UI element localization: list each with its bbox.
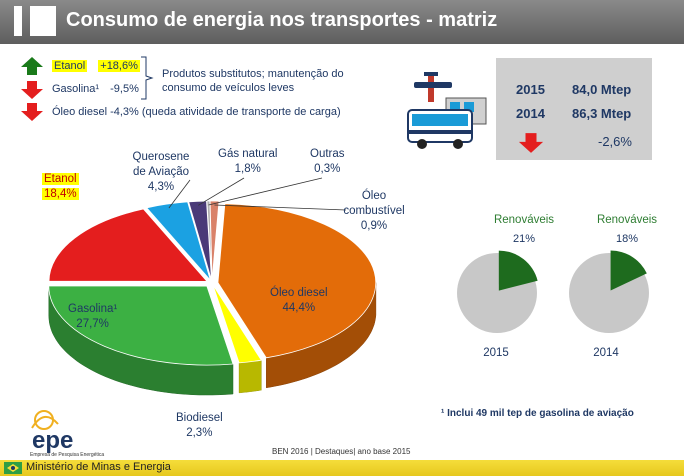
footer-bar (0, 460, 684, 476)
renewables-value-2014: 18% (615, 233, 639, 245)
pie-slice-biodiesel (212, 284, 262, 364)
arrow-down-icon (21, 81, 43, 99)
renewables-pie-2015 (457, 250, 538, 333)
label-etanol-value: 18,4% (42, 188, 79, 200)
page-title: Consumo de energia nos transportes - mat… (66, 9, 498, 31)
renewables-year-2015: 2015 (483, 347, 509, 359)
bottom-caption: BEN 2016 | Destaques| ano base 2015 (272, 447, 411, 456)
stat-value-2014: 86,3 Mtep (572, 106, 632, 121)
renewables-pie-2014 (569, 250, 649, 333)
label-querosene-name: Querosene de Aviação (132, 151, 190, 178)
header-decoration (30, 6, 56, 36)
pie-slice-etanol (48, 208, 208, 282)
arrow-down-icon (21, 103, 43, 121)
transport-vehicles-icon (407, 72, 487, 149)
substitutes-note: Produtos substitutos; manutenção do cons… (162, 68, 344, 94)
arrow-up-icon (21, 57, 43, 75)
label-diesel-name: Óleo diesel (270, 287, 328, 299)
legend-etanol-label: Etanol (52, 60, 88, 72)
label-gasolina-name: Gasolina¹ (68, 303, 118, 315)
footnote: ¹ Inclui 49 mil tep de gasolina de aviaç… (441, 408, 634, 419)
label-outras-value: 0,3% (314, 163, 341, 175)
label-biodiesel-name: Biodiesel (176, 412, 223, 424)
leader-line-oleo-combustivel (214, 204, 347, 211)
renewables-title-2015: Renováveis (493, 214, 555, 226)
label-gas-natural-name: Gás natural (218, 148, 278, 160)
flag-diamond-icon (7, 464, 19, 472)
stat-variation: -2,6% (598, 134, 632, 149)
brace-icon (141, 56, 154, 100)
renewables-value-2015: 21% (512, 233, 536, 245)
label-gasolina-value: 27,7% (76, 318, 109, 330)
label-outras-name: Outras (310, 148, 345, 160)
label-biodiesel-value: 2,3% (186, 427, 213, 439)
label-querosene-value: 4,3% (147, 181, 175, 193)
leader-line-gas-natural (198, 177, 245, 206)
epe-logo-text: epe (32, 427, 73, 454)
legend-gasolina-label: Gasolina¹ (52, 83, 100, 95)
epe-logo: epe (31, 410, 73, 454)
pie-slice-querosene (145, 201, 211, 281)
pie-side-biodiesel (238, 359, 262, 394)
stat-year-2015: 2015 (516, 82, 545, 97)
leader-line-outras (208, 177, 323, 206)
renewables-year-2014: 2014 (593, 347, 619, 359)
pie-slice-gasolina (48, 285, 234, 366)
label-oleo-combustivel-name: Óleo combustível (343, 190, 405, 217)
epe-subtitle: Empresa de Pesquisa Energética (30, 452, 105, 458)
ministry-label: Ministério de Minas e Energia (26, 461, 171, 473)
pie-slice-renewable (498, 250, 538, 291)
label-gas-natural-value: 1,8% (234, 163, 261, 175)
stat-value-2015: 84,0 Mtep (572, 82, 632, 97)
leader-line-querosene (168, 179, 191, 209)
label-diesel-value: 44,4% (282, 302, 316, 314)
arrow-down-icon (518, 133, 544, 153)
label-etanol-name: Etanol (42, 173, 79, 185)
pie-slice-renewable (610, 250, 647, 291)
pie-slice-diesel (217, 203, 377, 359)
pie-slice-oleo-combustivel (209, 200, 220, 281)
label-oleo-combustivel-value: 0,9% (360, 220, 388, 232)
diesel-note: Óleo diesel -4,3% (queda atividade de tr… (52, 106, 341, 118)
renewables-title-2014: Renováveis (596, 214, 658, 226)
legend-etanol-change: +18,6% (98, 60, 140, 72)
header-bar (0, 0, 684, 44)
header-decoration (14, 6, 22, 36)
legend-gasolina-change: -9,5% (110, 83, 139, 95)
stat-year-2014: 2014 (516, 106, 545, 121)
pie-slice-gas-natural (188, 200, 212, 281)
